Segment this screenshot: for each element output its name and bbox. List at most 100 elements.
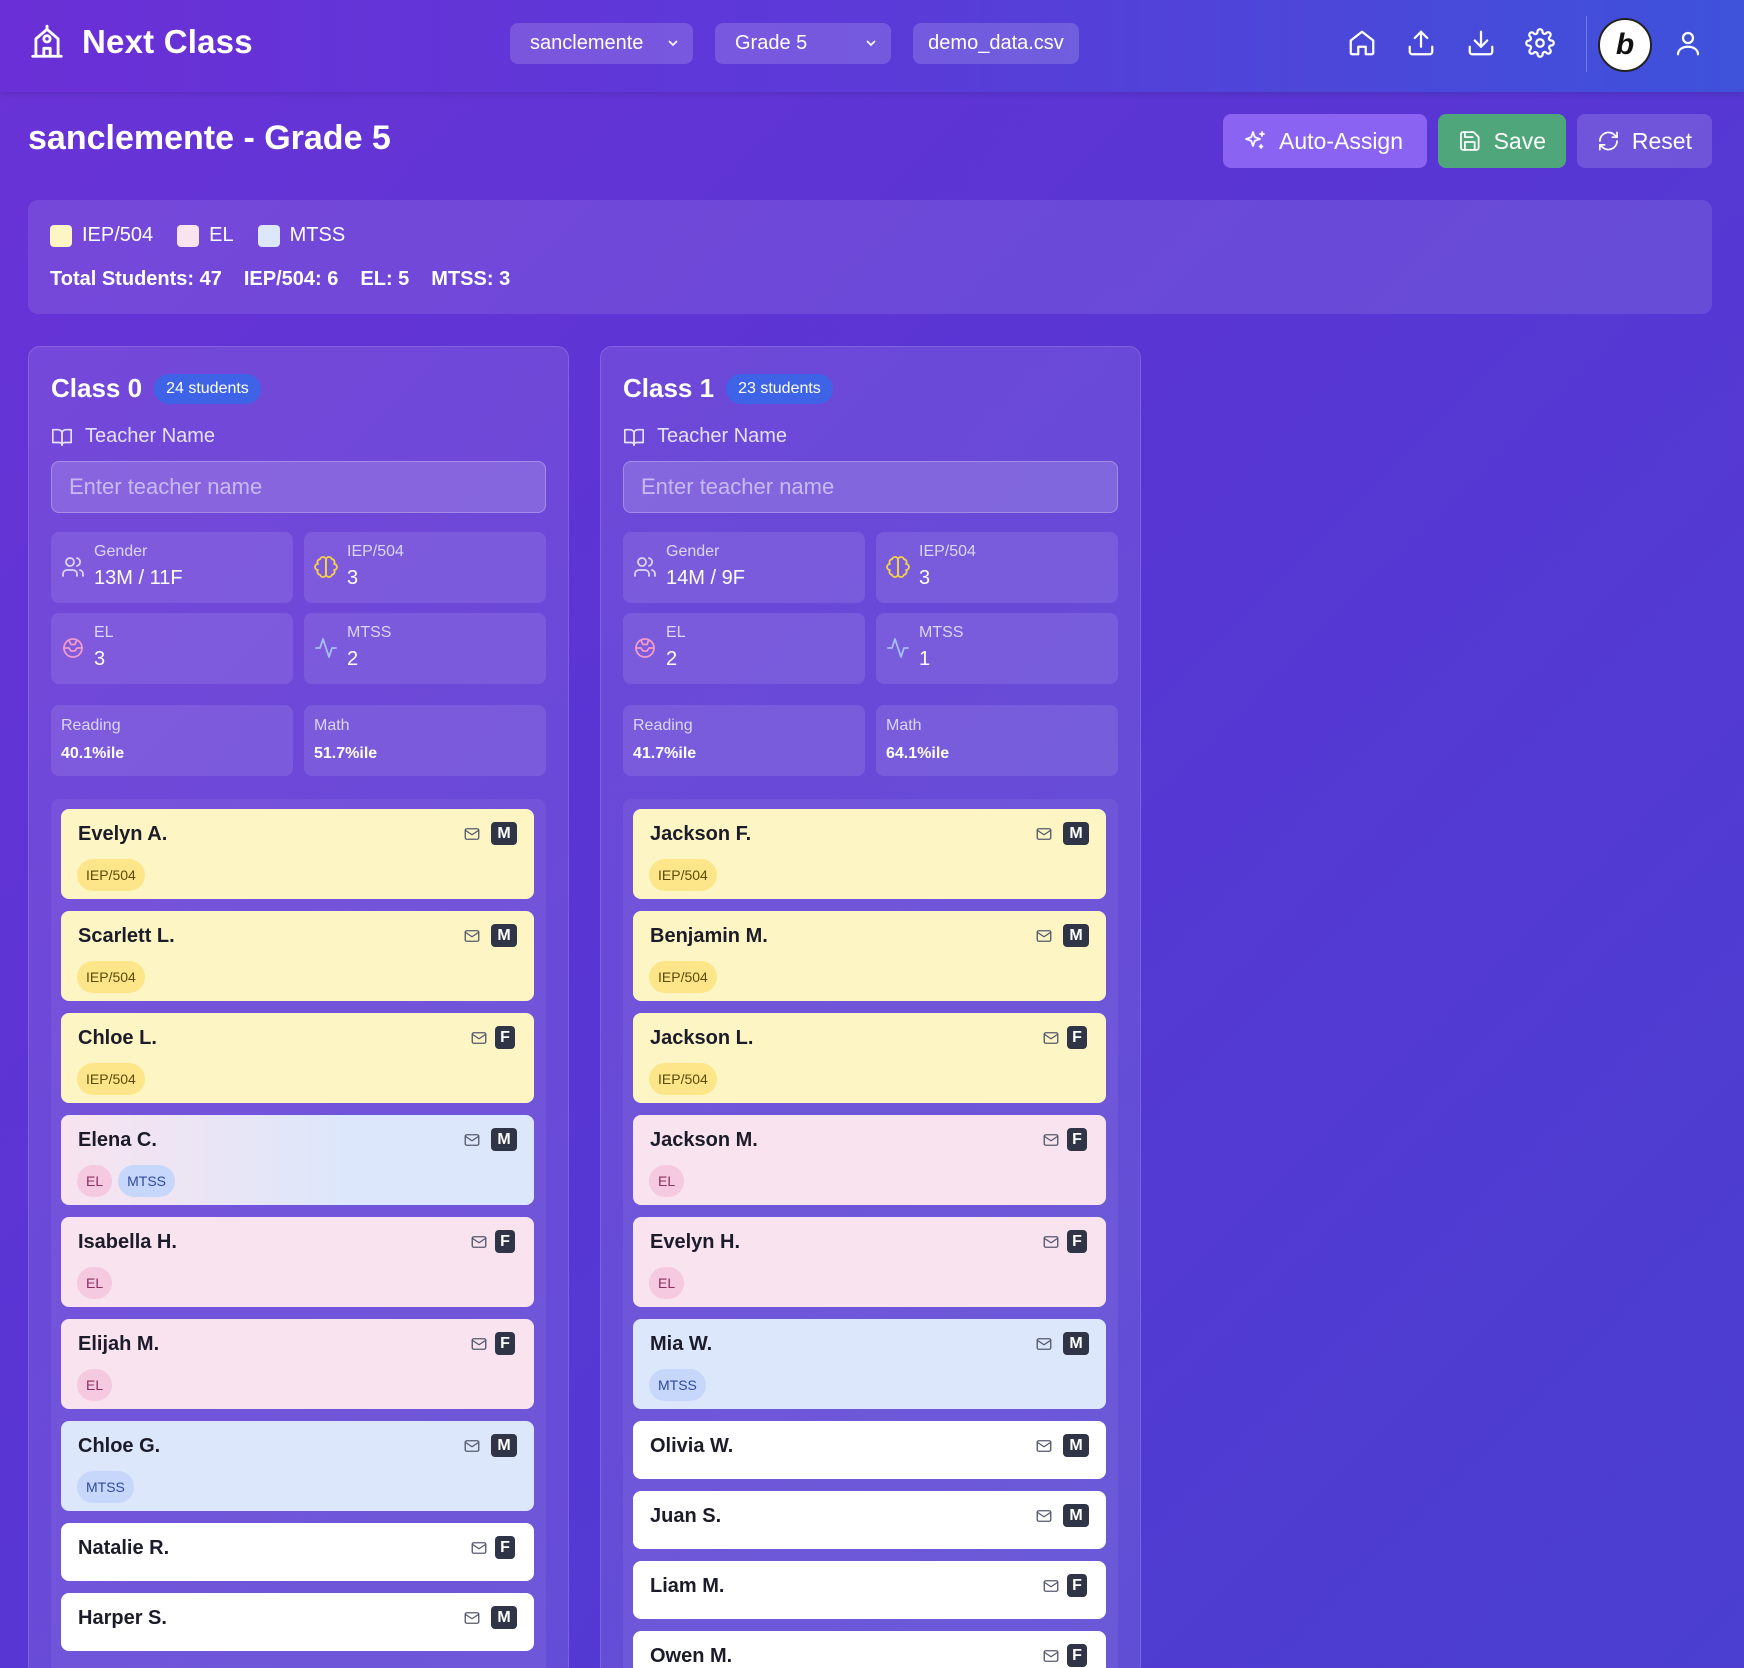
activity-icon <box>887 638 909 658</box>
auto-assign-button[interactable]: Auto-Assign <box>1223 114 1427 168</box>
brand[interactable]: Next Class <box>28 22 253 62</box>
tag-iep: IEP/504 <box>649 859 717 891</box>
mail-icon <box>1043 1032 1059 1044</box>
globe-icon <box>63 638 83 658</box>
teacher-name-input[interactable] <box>51 461 546 513</box>
email-button[interactable] <box>470 1539 488 1557</box>
class-card-1: Class 1 23 students Teacher Name Gender 14M … <box>600 346 1141 1668</box>
email-button[interactable] <box>1042 1029 1060 1047</box>
student-count-badge: 23 students <box>726 373 833 404</box>
mail-icon <box>1043 1580 1059 1592</box>
student-card[interactable]: Evelyn H. F EL <box>633 1217 1106 1307</box>
users-icon <box>634 557 656 577</box>
email-button[interactable] <box>463 1609 481 1627</box>
settings-button[interactable] <box>1525 28 1555 58</box>
email-button[interactable] <box>463 1437 481 1455</box>
save-button[interactable]: Save <box>1438 114 1566 168</box>
upload-button[interactable] <box>1406 28 1436 58</box>
email-button[interactable] <box>1042 1647 1060 1665</box>
student-tags: EL <box>77 1267 113 1299</box>
stat-mtss: MTSS 2 <box>304 613 546 684</box>
school-select[interactable]: sanclemente <box>510 23 693 64</box>
book-icon <box>52 428 72 446</box>
reset-button[interactable]: Reset <box>1577 114 1712 168</box>
student-card[interactable]: Mia W. M MTSS <box>633 1319 1106 1409</box>
refresh-icon <box>1599 131 1618 151</box>
student-card[interactable]: Harper S. M <box>61 1593 534 1651</box>
student-card[interactable]: Elena C. M EL MTSS <box>61 1115 534 1205</box>
gender-badge: F <box>495 1026 515 1049</box>
student-card[interactable]: Chloe L. F IEP/504 <box>61 1013 534 1103</box>
email-button[interactable] <box>463 927 481 945</box>
legend-swatch-iep <box>50 224 72 247</box>
gender-badge: M <box>1063 1434 1089 1457</box>
stat-value: 14M / 9F <box>666 567 745 589</box>
email-button[interactable] <box>470 1233 488 1251</box>
legend-item-el: EL <box>177 224 234 247</box>
mail-icon <box>1043 1650 1059 1662</box>
email-button[interactable] <box>1035 927 1053 945</box>
student-card[interactable]: Owen M. F <box>633 1631 1106 1668</box>
stat-label: EL <box>666 624 686 641</box>
email-button[interactable] <box>1035 1335 1053 1353</box>
email-button[interactable] <box>470 1335 488 1353</box>
stat-el: EL 2 <box>623 613 865 684</box>
student-card[interactable]: Olivia W. M <box>633 1421 1106 1479</box>
stat-value: 2 <box>666 648 678 670</box>
stat-iep: IEP/504 3 <box>876 532 1118 603</box>
student-card[interactable]: Jackson L. F IEP/504 <box>633 1013 1106 1103</box>
email-button[interactable] <box>463 825 481 843</box>
student-card[interactable]: Jackson M. F EL <box>633 1115 1106 1205</box>
student-card[interactable]: Liam M. F <box>633 1561 1106 1619</box>
email-button[interactable] <box>463 1131 481 1149</box>
email-button[interactable] <box>1035 1437 1053 1455</box>
home-button[interactable] <box>1347 28 1377 58</box>
student-card[interactable]: Benjamin M. M IEP/504 <box>633 911 1106 1001</box>
student-name: Liam M. <box>650 1575 725 1597</box>
tag-el: EL <box>77 1267 113 1299</box>
student-card[interactable]: Elijah M. F EL <box>61 1319 534 1409</box>
stat-label: MTSS <box>919 624 964 641</box>
student-roster: Evelyn A. M IEP/504 Scarlett L. M IEP/504 Chlo… <box>51 799 546 1668</box>
auto-assign-label: Auto-Assign <box>1279 127 1404 154</box>
student-card[interactable]: Evelyn A. M IEP/504 <box>61 809 534 899</box>
legend-swatch-el <box>177 224 200 247</box>
tag-iep: IEP/504 <box>649 1063 717 1095</box>
email-button[interactable] <box>1035 1507 1053 1525</box>
tag-iep: IEP/504 <box>649 961 717 993</box>
student-name: Mia W. <box>650 1333 713 1355</box>
email-button[interactable] <box>1042 1577 1060 1595</box>
student-card[interactable]: Isabella H. F EL <box>61 1217 534 1307</box>
student-card[interactable]: Chloe G. M MTSS <box>61 1421 534 1511</box>
bolt-badge[interactable]: b <box>1598 18 1652 72</box>
score-label: Math <box>886 717 922 734</box>
total-students: Total Students: 47 <box>50 268 222 290</box>
student-tags: IEP/504 <box>77 961 145 993</box>
grade-select[interactable]: Grade 5 <box>715 23 891 64</box>
save-label: Save <box>1493 127 1546 154</box>
mail-icon <box>1043 1134 1059 1146</box>
user-button[interactable] <box>1673 28 1703 58</box>
student-name: Evelyn A. <box>78 823 168 845</box>
email-button[interactable] <box>1042 1131 1060 1149</box>
file-name-chip[interactable]: demo_data.csv <box>913 23 1079 64</box>
student-tags: IEP/504 <box>77 1063 145 1095</box>
home-icon <box>1349 30 1375 56</box>
class-title: Class 1 <box>623 373 715 403</box>
user-icon <box>1676 31 1700 56</box>
legend-label: EL <box>209 224 234 246</box>
student-name: Elena C. <box>78 1129 157 1151</box>
download-button[interactable] <box>1466 28 1496 58</box>
email-button[interactable] <box>470 1029 488 1047</box>
teacher-name-input[interactable] <box>623 461 1118 513</box>
score-label: Math <box>314 717 350 734</box>
chevron-down-icon <box>668 40 678 47</box>
student-tags: MTSS <box>649 1369 706 1401</box>
stat-value: 3 <box>347 567 359 589</box>
student-card[interactable]: Jackson F. M IEP/504 <box>633 809 1106 899</box>
email-button[interactable] <box>1042 1233 1060 1251</box>
student-card[interactable]: Scarlett L. M IEP/504 <box>61 911 534 1001</box>
student-card[interactable]: Natalie R. F <box>61 1523 534 1581</box>
student-card[interactable]: Juan S. M <box>633 1491 1106 1549</box>
email-button[interactable] <box>1035 825 1053 843</box>
